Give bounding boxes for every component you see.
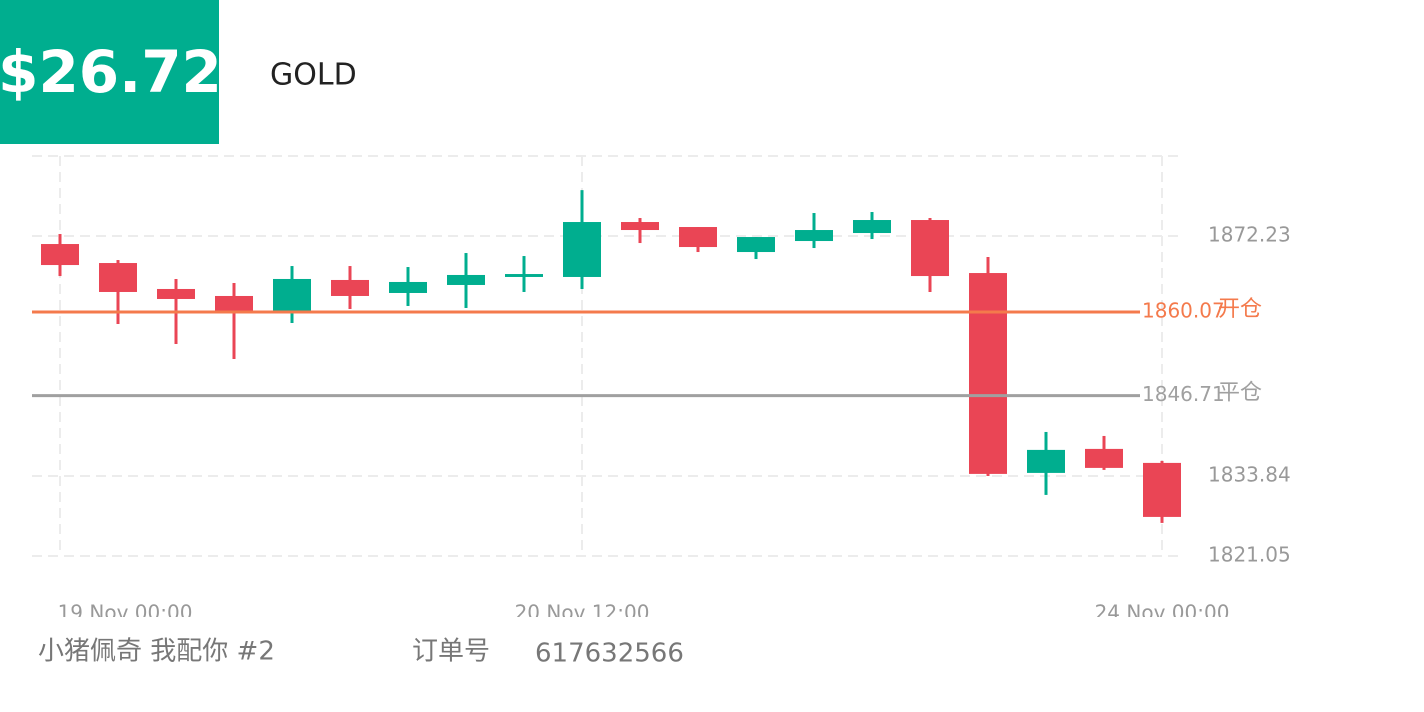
order-number: 617632566: [535, 639, 684, 669]
candle-body: [1027, 449, 1065, 473]
candle-body: [679, 227, 717, 248]
candle-body: [505, 274, 543, 277]
user-name: 小猪佩奇 我配你 #2: [38, 637, 275, 667]
symbol: GOLD: [270, 58, 357, 93]
reference-label: 平仓: [1218, 381, 1262, 406]
candle-body: [99, 263, 137, 292]
candle-body: [795, 230, 833, 242]
reference-value: 1860.07: [1142, 299, 1225, 323]
candle-body: [1085, 448, 1123, 468]
price-badge: [0, 0, 219, 144]
candle-body: [969, 273, 1007, 474]
order-label: 订单号: [412, 637, 490, 667]
reference-value: 1846.71: [1142, 382, 1225, 406]
x-tick-label: 19 Nov 00:00: [58, 601, 193, 625]
candle-body: [157, 288, 195, 299]
candle-body: [621, 222, 659, 231]
candle-body: [1143, 462, 1181, 517]
candle-body: [215, 295, 253, 313]
candle-body: [331, 279, 369, 296]
candle-body: [853, 220, 891, 234]
y-tick-label: 1833.84: [1208, 463, 1291, 487]
plot: 1821.05 1833.84 1872.23 19 Nov 00:00 20 Nov …: [32, 155, 1291, 625]
candle-body: [911, 220, 949, 277]
x-tick-label: 24 Nov 00:00: [1095, 601, 1230, 625]
price: $26.72: [0, 38, 222, 106]
y-tick-label: 1821.05: [1208, 543, 1291, 567]
candle-body: [447, 274, 485, 285]
candle-body: [563, 222, 601, 277]
candle-body: [389, 281, 427, 293]
y-tick-label: 1872.23: [1208, 223, 1291, 247]
candle-body: [273, 278, 311, 313]
x-tick-label: 20 Nov 12:00: [515, 601, 650, 625]
reference-label: 开仓: [1218, 297, 1262, 322]
x-axis: 19 Nov 00:00 20 Nov 12:00 24 Nov 00:00: [58, 601, 1230, 625]
candle-body: [41, 244, 79, 266]
candle-body: [737, 237, 775, 253]
